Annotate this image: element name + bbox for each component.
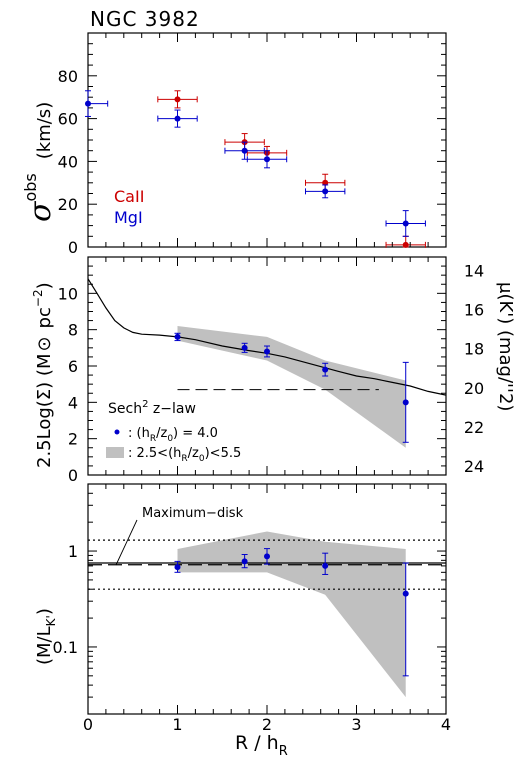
legend-caii: CaII xyxy=(114,187,144,206)
y-tick-label: 80 xyxy=(58,67,78,86)
legend-mgi: MgI xyxy=(114,208,143,227)
mgi-point xyxy=(174,115,181,122)
chart-title: NGC 3982 xyxy=(90,7,200,31)
maximum-disk-pointer xyxy=(115,519,138,566)
y-tick-label: 20 xyxy=(58,195,78,214)
uncertainty-band xyxy=(177,531,406,698)
sigma-symbol: σ xyxy=(23,200,58,222)
panel-2-y2label: μ(K') (mag/''2) xyxy=(495,282,516,411)
y2-tick-label: 20 xyxy=(464,379,484,398)
y-tick-label: 6 xyxy=(68,357,78,376)
panel-3-ylabel: (M/LK') xyxy=(34,608,58,665)
mgi-point xyxy=(85,100,91,107)
legend-band-label: : 2.5<(hR/z0)<5.5 xyxy=(128,446,241,464)
mass-to-light-point xyxy=(241,558,248,565)
y2-tick-label: 18 xyxy=(464,340,484,359)
x-tick-label: 3 xyxy=(351,715,361,734)
x-tick-label: 4 xyxy=(441,715,451,734)
y2-tick-label: 14 xyxy=(464,262,484,281)
uncertainty-band xyxy=(177,326,406,448)
panel-1-plot xyxy=(85,90,426,248)
y-tick-label: 2 xyxy=(68,430,78,449)
panel-2-frame xyxy=(87,256,447,476)
mgi-point xyxy=(264,156,270,163)
density-point xyxy=(322,366,329,373)
mass-to-light-point xyxy=(264,553,270,560)
panel-3-plot xyxy=(88,531,446,698)
mass-to-light-point xyxy=(322,562,329,569)
density-point xyxy=(241,344,248,351)
mgi-point xyxy=(402,220,409,227)
y-tick-label: 4 xyxy=(68,393,78,412)
mass-to-light-point xyxy=(174,564,181,571)
y2-tick-label: 16 xyxy=(464,301,484,320)
panel-2-ylabel: 2.5Log(Σ) (M⊙pc−2) xyxy=(31,282,55,468)
y-tick-label: 0 xyxy=(68,238,78,257)
caii-point xyxy=(174,96,181,103)
y2-tick-label: 24 xyxy=(464,457,484,476)
legend-sech-title: Sech2 z−law xyxy=(108,399,196,417)
y-tick-label: 1 xyxy=(68,542,78,561)
y-tick-label: 8 xyxy=(68,321,78,340)
panel-1-ylabel: σobs(km/s) xyxy=(21,102,58,222)
caii-point xyxy=(402,241,409,248)
density-point xyxy=(264,348,270,355)
y-tick-label: 60 xyxy=(58,110,78,129)
density-point xyxy=(174,333,181,340)
y-tick-label: 0 xyxy=(68,466,78,485)
panel-2-plot xyxy=(87,278,447,448)
x-tick-label: 2 xyxy=(262,715,272,734)
mgi-point xyxy=(241,147,248,154)
x-axis-label: R / hR xyxy=(235,732,288,759)
legend-point-marker xyxy=(114,429,120,435)
mgi-point xyxy=(322,188,329,195)
density-point xyxy=(402,399,409,406)
maximum-disk-annotation: Maximum−disk xyxy=(142,506,244,521)
x-tick-label: 1 xyxy=(172,715,182,734)
surface-brightness-profile xyxy=(87,278,447,396)
y-tick-label: 10 xyxy=(58,284,78,303)
caii-point xyxy=(322,179,329,186)
x-tick-label: 0 xyxy=(83,715,93,734)
y-tick-label: 0.1 xyxy=(53,638,78,657)
y2-tick-label: 22 xyxy=(464,418,484,437)
legend-point-label: : (hR/z0) = 4.0 xyxy=(128,426,218,444)
legend-band-swatch xyxy=(106,447,124,458)
mass-to-light-point xyxy=(402,590,409,597)
y-tick-label: 40 xyxy=(58,152,78,171)
